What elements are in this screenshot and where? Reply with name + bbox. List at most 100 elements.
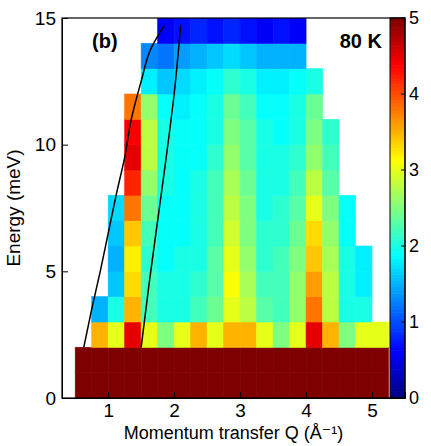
heatmap-cell — [108, 347, 124, 372]
heatmap-cell — [323, 170, 339, 195]
boundary-line — [141, 26, 181, 348]
heatmap-cell — [323, 297, 339, 322]
heatmap-cell — [158, 347, 174, 372]
heatmap-cell — [306, 94, 322, 119]
heatmap-cell — [257, 18, 273, 43]
heatmap-cell — [224, 246, 240, 271]
heatmap-cell — [125, 297, 141, 322]
heatmap-cell — [207, 195, 223, 220]
heatmap-cell — [141, 94, 157, 119]
y-tick-mark — [62, 398, 68, 399]
heatmap-cell — [240, 221, 256, 246]
heatmap-cell — [257, 322, 273, 347]
heatmap-cell — [158, 297, 174, 322]
y-tick-mark — [62, 145, 68, 146]
heatmap-cell — [207, 94, 223, 119]
heatmap-cell — [125, 195, 141, 220]
heatmap-cell — [240, 69, 256, 94]
heatmap-cell — [257, 195, 273, 220]
chart: 01234512345051015Momentum transfer Q (Å⁻… — [0, 0, 431, 446]
heatmap-cell — [207, 347, 223, 372]
x-tick: 3 — [235, 392, 246, 421]
heatmap-cell — [125, 271, 141, 296]
heatmap-cell — [257, 246, 273, 271]
heatmap-cell — [125, 347, 141, 372]
heatmap-cell — [273, 221, 289, 246]
heatmap-cell — [141, 297, 157, 322]
x-tick-mark — [240, 392, 241, 398]
heatmap-cell — [191, 43, 207, 68]
heatmap-cell — [240, 18, 256, 43]
heatmap-cell — [108, 322, 124, 347]
colorbar-tick-label: 2 — [409, 236, 419, 256]
heatmap-cell — [191, 94, 207, 119]
heatmap-cell — [141, 145, 157, 170]
heatmap-cell — [323, 271, 339, 296]
heatmap-cell — [257, 119, 273, 144]
heatmap-cell — [306, 69, 322, 94]
heatmap-cell — [290, 373, 306, 398]
heatmap-cell — [290, 18, 306, 43]
heatmap-cell — [174, 322, 190, 347]
heatmap-cell — [257, 69, 273, 94]
x-axis: 12345 — [63, 392, 406, 421]
heatmap-cell — [339, 347, 355, 372]
y-tick: 15 — [35, 8, 68, 29]
heatmap-cell — [191, 18, 207, 43]
heatmap-cell — [257, 94, 273, 119]
heatmap-cell — [141, 170, 157, 195]
heatmap-cell — [191, 69, 207, 94]
heatmap-cell — [306, 297, 322, 322]
heatmap-cell — [174, 347, 190, 372]
heatmap-cell — [224, 94, 240, 119]
heatmap-cell — [290, 221, 306, 246]
heatmap-cell — [174, 297, 190, 322]
heatmap-cell — [125, 145, 141, 170]
heatmap-cell — [339, 297, 355, 322]
heatmap-cell — [174, 18, 190, 43]
heatmap-cell — [174, 119, 190, 144]
heatmap-cell — [207, 373, 223, 398]
heatmap-cell — [224, 18, 240, 43]
heatmap-cell — [158, 322, 174, 347]
heatmap-cell — [290, 271, 306, 296]
heatmap-cell — [224, 347, 240, 372]
heatmap-cell — [240, 43, 256, 68]
heatmap-cell — [290, 246, 306, 271]
heatmap-cell — [191, 347, 207, 372]
colorbar-tick-label: 4 — [409, 84, 419, 104]
heatmap-cell — [207, 297, 223, 322]
heatmap-cell — [273, 145, 289, 170]
y-tick-mark — [62, 271, 68, 272]
heatmap-cell — [356, 373, 372, 398]
heatmap-cell — [273, 195, 289, 220]
heatmap-cell — [141, 246, 157, 271]
y-tick-label: 10 — [35, 134, 56, 155]
heatmap-cell — [141, 347, 157, 372]
heatmap-cell — [339, 221, 355, 246]
heatmap-cell — [306, 246, 322, 271]
heatmap-cell — [306, 195, 322, 220]
heatmap-cell — [191, 195, 207, 220]
heatmap-cell — [356, 297, 372, 322]
heatmap-cell — [240, 119, 256, 144]
heatmap-cell — [141, 195, 157, 220]
heatmap-cell — [174, 145, 190, 170]
heatmap-cell — [207, 170, 223, 195]
y-tick: 0 — [45, 388, 68, 409]
heatmap-cell — [108, 373, 124, 398]
annotation: 80 K — [340, 30, 383, 52]
heatmap-cell — [290, 170, 306, 195]
y-tick-mark — [62, 18, 68, 19]
colorbar-tick-label: 5 — [409, 8, 419, 28]
heatmap-cell — [323, 347, 339, 372]
heatmap-cell — [290, 195, 306, 220]
heatmap-cell — [191, 170, 207, 195]
heatmap-cell — [207, 322, 223, 347]
y-tick-label: 15 — [35, 8, 56, 29]
y-tick: 5 — [45, 261, 68, 282]
heatmap-cell — [108, 271, 124, 296]
y-axis-line — [63, 19, 69, 399]
heatmap-cell — [306, 347, 322, 372]
heatmap-cell — [240, 170, 256, 195]
